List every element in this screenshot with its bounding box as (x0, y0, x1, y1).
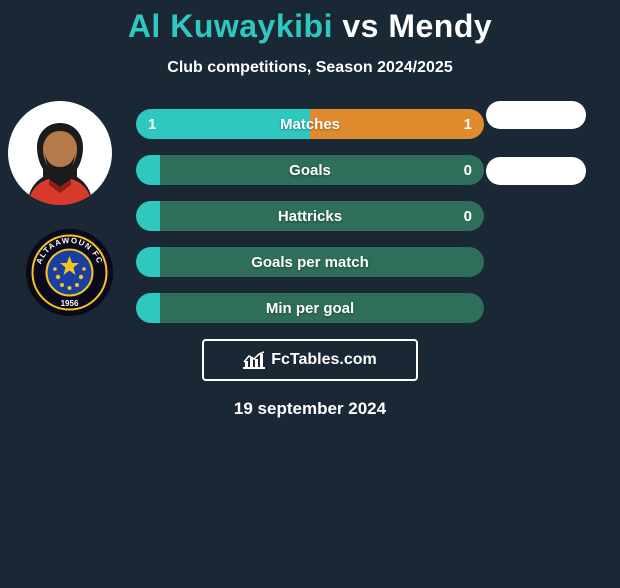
stat-bar-right: 1 (310, 109, 484, 139)
summary-pills (486, 101, 586, 213)
title-player2: Mendy (388, 8, 492, 44)
brand-box: FcTables.com (202, 339, 418, 381)
title-player1: Al Kuwaykibi (128, 8, 333, 44)
stat-bar-right (160, 293, 484, 323)
summary-pill (486, 157, 586, 185)
stat-bar: 0Hattricks (136, 201, 484, 231)
avatar-column: ALTAAWOUN FC 1956 (8, 101, 120, 316)
subtitle: Club competitions, Season 2024/2025 (0, 59, 620, 77)
crest-text-bottom: 1956 (61, 299, 79, 308)
stat-bar: Min per goal (136, 293, 484, 323)
comparison-panel: ALTAAWOUN FC 1956 11Matches 0Goals 0Hattri… (0, 109, 620, 323)
brand-chart-icon (243, 351, 265, 369)
brand-text: FcTables.com (271, 351, 377, 369)
stat-bar-right: 0 (160, 155, 484, 185)
title-vs: vs (342, 8, 379, 44)
stat-bar-left (136, 293, 160, 323)
page-title: Al Kuwaykibi vs Mendy (0, 8, 620, 45)
summary-pill (486, 101, 586, 129)
stat-bars: 11Matches 0Goals 0Hattricks Goals per match… (136, 109, 484, 323)
stat-bar-left (136, 247, 160, 277)
stat-bar: 0Goals (136, 155, 484, 185)
stat-bar: 11Matches (136, 109, 484, 139)
stat-bar: Goals per match (136, 247, 484, 277)
crest-svg: ALTAAWOUN FC 1956 (26, 229, 113, 316)
date-text: 19 september 2024 (0, 399, 620, 419)
stat-bar-left (136, 155, 160, 185)
stat-bar-right: 0 (160, 201, 484, 231)
player2-crest: ALTAAWOUN FC 1956 (26, 229, 113, 316)
stat-bar-left (136, 201, 160, 231)
player1-avatar (8, 101, 112, 205)
stat-bar-right (160, 247, 484, 277)
stat-bar-left: 1 (136, 109, 310, 139)
player1-silhouette (19, 117, 101, 205)
